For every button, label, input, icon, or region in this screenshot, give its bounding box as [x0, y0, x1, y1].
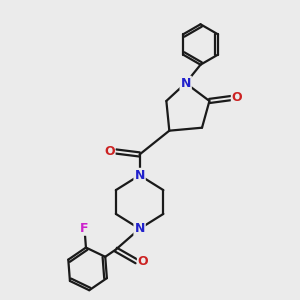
Text: O: O	[232, 92, 242, 104]
Text: N: N	[181, 76, 191, 90]
Text: O: O	[138, 255, 148, 268]
Text: N: N	[134, 222, 145, 235]
Text: N: N	[134, 169, 145, 182]
Text: O: O	[104, 145, 115, 158]
Text: F: F	[80, 222, 89, 235]
